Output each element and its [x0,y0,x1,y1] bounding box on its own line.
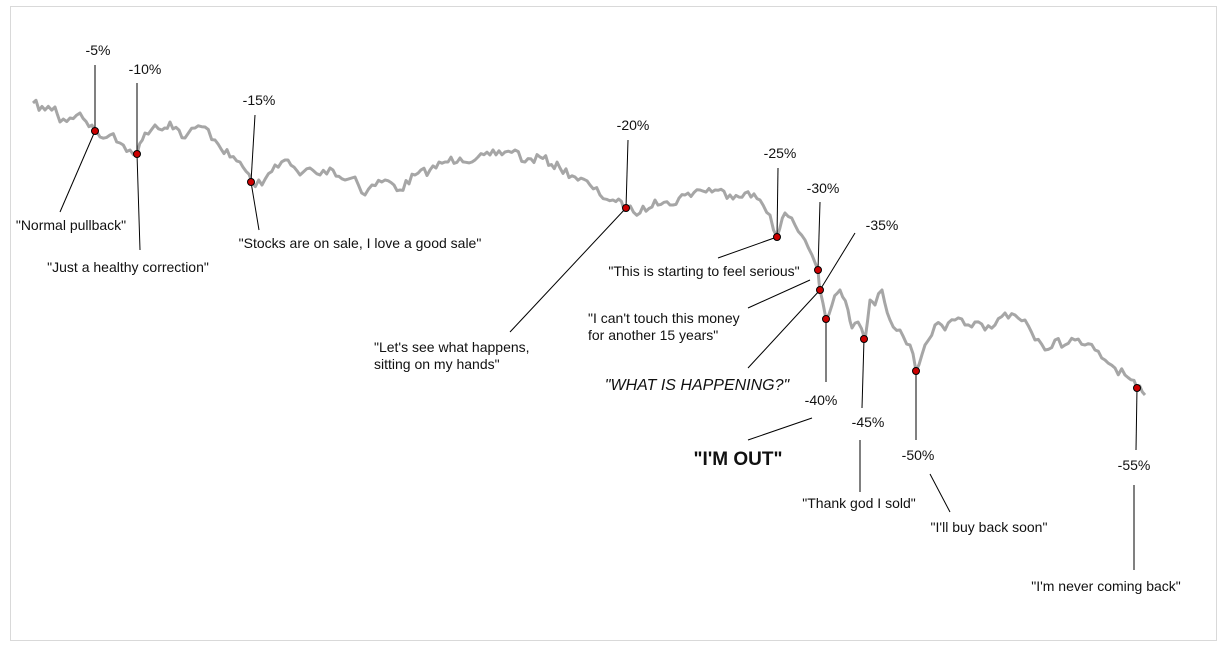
drawdown-leader-line [819,232,856,291]
drawdown-marker [247,178,255,186]
chart-frame [10,6,1217,641]
drawdown-label: -40% [805,392,838,408]
quote-leader-line [747,279,811,309]
drawdown-label: -55% [1118,457,1151,473]
price-line [31,98,1147,396]
drawdown-label: -20% [617,117,650,133]
drawdown-marker [814,266,822,274]
drawdown-leader-line [250,114,256,183]
quote-label: "This is starting to feel serious" [608,263,799,279]
quote-leader-line [250,181,260,231]
drawdown-label: -50% [902,447,935,463]
quote-label: "Let's see what happens, sitting on my ha… [374,339,530,372]
drawdown-marker [1133,384,1141,392]
drawdown-marker [860,335,868,343]
drawdown-label: -10% [129,61,162,77]
drawdown-leader-line [1135,387,1138,451]
quote-label: "I'll buy back soon" [931,519,1048,535]
quote-label: "Normal pullback" [16,217,126,233]
quote-leader-line [136,153,141,251]
drawdown-label: -15% [243,92,276,108]
quote-label: "WHAT IS HAPPENING?" [605,377,791,394]
quote-leader-line [59,130,96,213]
drawdown-label: -5% [86,42,111,58]
quote-leader-line [509,207,627,333]
drawdown-marker [912,367,920,375]
drawdown-marker [816,286,824,294]
drawdown-marker [622,204,630,212]
drawdown-label: -30% [807,180,840,196]
drawdown-marker [822,315,830,323]
quote-label: "Thank god I sold" [802,495,915,511]
quote-leader-line [929,473,951,513]
quote-leader-line [747,417,813,441]
quote-label: "Just a healthy correction" [47,259,209,275]
quote-label: "I'm never coming back" [1031,578,1181,594]
drawdown-leader-line [817,201,821,271]
quote-leader-line [747,289,821,369]
drawdown-label: -45% [852,414,885,430]
drawdown-label: -25% [764,145,797,161]
annotations: -5% "Normal pullback" -10% "Just a healthy … [16,42,1181,594]
quote-label: "I'M OUT" [693,449,782,470]
quote-label: "Stocks are on sale, I love a good sale" [239,235,482,251]
drawdown-marker [133,150,141,158]
drawdown-leader-line [625,139,629,209]
drawdown-leader-line [776,167,779,238]
quote-label: "I can't touch this money for another 15 … [588,310,740,343]
drawdown-marker [91,127,99,135]
drawdown-label: -35% [866,217,899,233]
drawdown-marker [773,233,781,241]
quote-leader-line [717,236,778,259]
drawdown-leader-line [861,338,865,409]
